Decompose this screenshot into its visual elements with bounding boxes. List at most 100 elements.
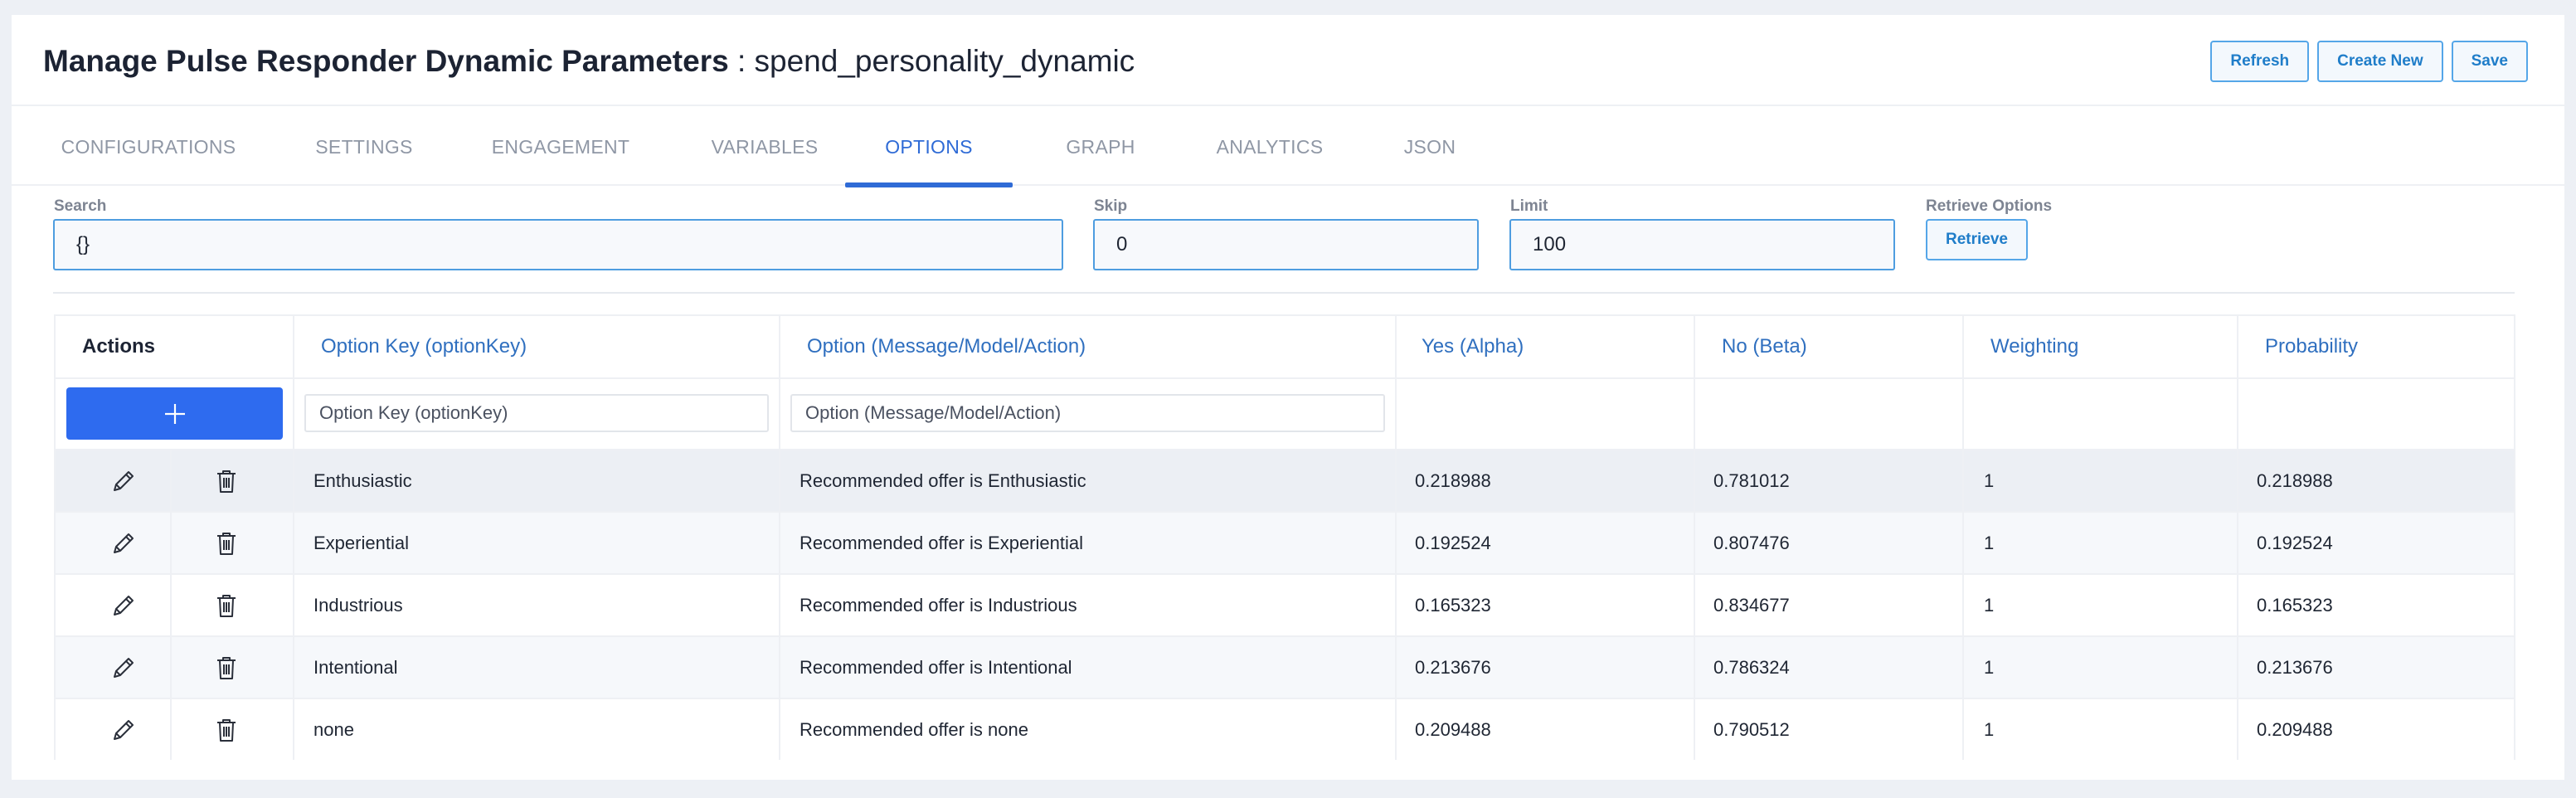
table-row[interactable]: Experiential Recommended offer is Experi… xyxy=(56,513,2514,575)
probability-cell: 0.218988 xyxy=(2257,470,2333,491)
limit-label: Limit xyxy=(1510,197,1548,215)
retrieve-button[interactable]: Retrieve xyxy=(1926,219,2028,260)
trash-icon[interactable] xyxy=(210,651,243,684)
table-row[interactable]: Enthusiastic Recommended offer is Enthus… xyxy=(56,450,2514,513)
option-cell: Recommended offer is Intentional xyxy=(780,637,1397,698)
tab-bar: CONFIGURATIONS SETTINGS ENGAGEMENT VARIA… xyxy=(12,108,2564,187)
edit-cell xyxy=(56,575,172,635)
weighting-cell: 1 xyxy=(1964,637,2238,698)
pencil-icon[interactable] xyxy=(107,465,140,498)
page-title: Manage Pulse Responder Dynamic Parameter… xyxy=(43,43,1135,80)
search-input[interactable] xyxy=(53,219,1063,270)
column-header-option-key[interactable]: Option Key (optionKey) xyxy=(294,316,780,377)
probability-cell: 0.165323 xyxy=(2257,594,2333,616)
option-key-cell: Intentional xyxy=(294,637,780,698)
tab-variables[interactable]: VARIABLES xyxy=(711,135,819,158)
weighting-filter-cell xyxy=(1964,379,2238,449)
delete-cell xyxy=(172,699,294,760)
no-cell: 0.781012 xyxy=(1695,450,1964,511)
pencil-icon[interactable] xyxy=(107,651,140,684)
option-key-cell: Industrious xyxy=(294,575,780,635)
yes-cell: 0.165323 xyxy=(1397,575,1695,635)
trash-icon[interactable] xyxy=(210,713,243,747)
refresh-button[interactable]: Refresh xyxy=(2210,41,2310,82)
edit-cell xyxy=(56,450,172,511)
option-cell: Recommended offer is Industrious xyxy=(780,575,1397,635)
weighting-cell: 1 xyxy=(1964,450,2238,511)
delete-cell xyxy=(172,637,294,698)
add-option-button[interactable] xyxy=(66,387,283,440)
create-new-button[interactable]: Create New xyxy=(2317,41,2443,82)
yes-cell: 0.218988 xyxy=(1397,450,1695,511)
save-button[interactable]: Save xyxy=(2451,41,2528,82)
column-header-no[interactable]: No (Beta) xyxy=(1695,316,1964,377)
column-header-weighting[interactable]: Weighting xyxy=(1964,316,2238,377)
column-header-option[interactable]: Option (Message/Model/Action) xyxy=(780,316,1397,377)
tab-options[interactable]: OPTIONS xyxy=(845,108,1013,187)
trash-icon[interactable] xyxy=(210,465,243,498)
weighting-cell: 1 xyxy=(1964,699,2238,760)
column-header-probability[interactable]: Probability xyxy=(2265,335,2359,358)
tab-engagement[interactable]: ENGAGEMENT xyxy=(491,135,630,158)
search-label: Search xyxy=(54,197,107,215)
edit-cell xyxy=(56,513,172,573)
pencil-icon[interactable] xyxy=(107,527,140,560)
pencil-icon[interactable] xyxy=(107,589,140,622)
tab-analytics[interactable]: ANALYTICS xyxy=(1216,135,1324,158)
yes-cell: 0.192524 xyxy=(1397,513,1695,573)
yes-cell: 0.213676 xyxy=(1397,637,1695,698)
option-key-cell: Experiential xyxy=(294,513,780,573)
column-header-yes[interactable]: Yes (Alpha) xyxy=(1397,316,1695,377)
tab-settings[interactable]: SETTINGS xyxy=(315,135,413,158)
option-filter-cell xyxy=(780,379,1397,449)
option-cell: Recommended offer is none xyxy=(780,699,1397,760)
yes-filter-cell xyxy=(1397,379,1695,449)
yes-cell: 0.209488 xyxy=(1397,699,1695,760)
limit-input[interactable] xyxy=(1509,219,1895,270)
no-cell: 0.834677 xyxy=(1695,575,1964,635)
no-cell: 0.786324 xyxy=(1695,637,1964,698)
page-title-main: Manage Pulse Responder Dynamic Parameter… xyxy=(43,44,729,78)
weighting-cell: 1 xyxy=(1964,575,2238,635)
probability-cell: 0.213676 xyxy=(2257,656,2333,678)
no-cell: 0.790512 xyxy=(1695,699,1964,760)
option-filter-input[interactable] xyxy=(790,394,1385,432)
probability-filter-cell xyxy=(2238,379,2514,449)
table-row[interactable]: Industrious Recommended offer is Industr… xyxy=(56,575,2514,637)
page-title-separator: : xyxy=(728,44,755,78)
skip-input[interactable] xyxy=(1093,219,1479,270)
option-key-filter-input[interactable] xyxy=(304,394,769,432)
header-actions: Refresh Create New Save xyxy=(2210,41,2528,82)
no-cell: 0.807476 xyxy=(1695,513,1964,573)
probability-cell: 0.192524 xyxy=(2257,532,2333,553)
delete-cell xyxy=(172,450,294,511)
tab-graph[interactable]: GRAPH xyxy=(1066,135,1135,158)
tab-json[interactable]: JSON xyxy=(1403,135,1456,158)
probability-cell: 0.209488 xyxy=(2257,718,2333,740)
plus-icon xyxy=(164,403,185,424)
pencil-icon[interactable] xyxy=(107,713,140,747)
option-key-filter-cell xyxy=(294,379,780,449)
page-title-subtitle: spend_personality_dynamic xyxy=(754,44,1135,78)
table-filter-row xyxy=(56,379,2514,450)
retrieve-options-label: Retrieve Options xyxy=(1926,197,2053,215)
trash-icon[interactable] xyxy=(210,527,243,560)
main-panel: Manage Pulse Responder Dynamic Parameter… xyxy=(12,15,2564,780)
delete-cell xyxy=(172,575,294,635)
page-header: Manage Pulse Responder Dynamic Parameter… xyxy=(12,15,2564,106)
option-key-cell: Enthusiastic xyxy=(294,450,780,511)
filter-divider xyxy=(53,292,2515,294)
delete-cell xyxy=(172,513,294,573)
trash-icon[interactable] xyxy=(210,589,243,622)
table-row[interactable]: Intentional Recommended offer is Intenti… xyxy=(56,637,2514,699)
options-table: Actions Option Key (optionKey) Option (M… xyxy=(54,314,2515,760)
table-row[interactable]: none Recommended offer is none 0.209488 … xyxy=(56,699,2514,760)
add-cell xyxy=(56,379,294,449)
edit-cell xyxy=(56,637,172,698)
table-header-row: Actions Option Key (optionKey) Option (M… xyxy=(56,316,2514,379)
option-key-cell: none xyxy=(294,699,780,760)
tab-configurations[interactable]: CONFIGURATIONS xyxy=(61,135,236,158)
no-filter-cell xyxy=(1695,379,1964,449)
edit-cell xyxy=(56,699,172,760)
column-header-actions: Actions xyxy=(56,316,294,377)
